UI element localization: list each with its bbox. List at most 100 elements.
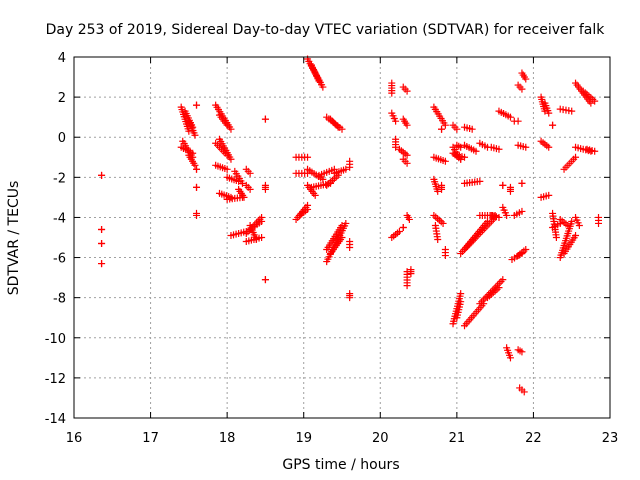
data-point bbox=[495, 284, 503, 292]
data-point bbox=[495, 145, 503, 153]
data-point bbox=[261, 185, 269, 193]
x-axis-label: GPS time / hours bbox=[282, 457, 399, 473]
data-point bbox=[457, 290, 465, 298]
y-tick-label: 4 bbox=[58, 51, 66, 66]
data-point bbox=[304, 205, 312, 213]
data-point bbox=[520, 388, 528, 396]
data-point bbox=[472, 147, 480, 155]
data-point bbox=[346, 244, 354, 252]
grid-lines bbox=[74, 57, 610, 418]
data-point bbox=[395, 227, 403, 235]
data-point bbox=[227, 155, 235, 163]
data-point bbox=[261, 115, 269, 123]
data-point bbox=[223, 121, 231, 129]
data-point bbox=[405, 215, 413, 223]
data-point bbox=[403, 87, 411, 95]
x-tick-label: 23 bbox=[602, 431, 619, 446]
x-tick-label: 22 bbox=[525, 431, 542, 446]
data-point bbox=[438, 185, 446, 193]
data-point bbox=[572, 153, 580, 161]
data-point bbox=[432, 213, 440, 221]
data-point bbox=[319, 83, 327, 91]
data-point bbox=[434, 236, 442, 244]
data-point bbox=[246, 185, 254, 193]
x-tick-label: 16 bbox=[66, 431, 83, 446]
data-point bbox=[338, 125, 346, 133]
data-point bbox=[191, 131, 199, 139]
data-point bbox=[338, 234, 346, 241]
data-point bbox=[258, 234, 266, 241]
data-point bbox=[441, 157, 449, 165]
x-tick-label: 17 bbox=[142, 431, 159, 446]
y-tick-label: -2 bbox=[53, 171, 66, 186]
data-point bbox=[434, 215, 442, 223]
data-point bbox=[403, 121, 411, 129]
data-point bbox=[441, 252, 449, 260]
data-point bbox=[223, 165, 231, 173]
y-tick-label: -8 bbox=[53, 292, 66, 307]
data-point bbox=[595, 219, 603, 227]
data-point bbox=[98, 260, 106, 268]
data-points bbox=[98, 55, 603, 396]
data-point bbox=[334, 123, 342, 131]
data-point bbox=[252, 236, 260, 244]
data-point bbox=[185, 127, 193, 135]
data-point bbox=[438, 125, 446, 133]
data-point bbox=[227, 125, 235, 133]
y-tick-label: -12 bbox=[45, 372, 66, 387]
data-point bbox=[503, 211, 511, 219]
y-tick-label: -10 bbox=[45, 332, 66, 347]
data-point bbox=[495, 213, 503, 221]
chart-title: Day 253 of 2019, Sidereal Day-to-day VTE… bbox=[46, 22, 606, 38]
data-point bbox=[227, 193, 235, 201]
data-point bbox=[522, 143, 530, 151]
data-point bbox=[545, 143, 553, 151]
y-axis-label: SDTVAR / TECUs bbox=[6, 181, 22, 296]
data-point bbox=[435, 216, 443, 224]
data-point bbox=[545, 191, 553, 199]
data-point bbox=[304, 153, 312, 161]
data-point bbox=[403, 151, 411, 159]
data-point bbox=[549, 121, 557, 129]
data-point bbox=[568, 107, 576, 115]
data-point bbox=[311, 191, 319, 199]
data-point bbox=[193, 101, 201, 109]
data-point bbox=[441, 121, 449, 129]
data-point bbox=[568, 217, 576, 225]
data-point bbox=[439, 219, 447, 227]
data-point bbox=[506, 354, 514, 362]
y-tick-label: 0 bbox=[58, 131, 66, 146]
data-point bbox=[514, 117, 522, 125]
data-point bbox=[518, 179, 526, 187]
data-point bbox=[246, 169, 254, 177]
data-point bbox=[437, 218, 445, 226]
data-point bbox=[545, 109, 553, 117]
data-point bbox=[346, 294, 354, 302]
data-point bbox=[346, 163, 354, 171]
data-point bbox=[191, 161, 199, 169]
y-tick-label: 2 bbox=[58, 91, 66, 106]
data-point bbox=[98, 225, 106, 233]
y-tick-label: -14 bbox=[45, 412, 66, 427]
data-point bbox=[522, 75, 530, 83]
data-point bbox=[522, 246, 530, 254]
data-point bbox=[388, 89, 396, 97]
data-point bbox=[457, 298, 465, 306]
x-tick-label: 21 bbox=[449, 431, 466, 446]
data-point bbox=[518, 348, 526, 356]
data-point bbox=[476, 177, 484, 185]
data-point bbox=[403, 282, 411, 290]
data-point bbox=[506, 113, 514, 121]
data-point bbox=[499, 181, 507, 189]
data-point bbox=[407, 270, 415, 278]
x-tick-label: 20 bbox=[372, 431, 389, 446]
data-point bbox=[315, 77, 323, 85]
plot-frame bbox=[73, 56, 611, 419]
data-point bbox=[518, 85, 526, 93]
data-point bbox=[591, 147, 599, 155]
data-point bbox=[193, 183, 201, 191]
x-tick-label: 18 bbox=[219, 431, 236, 446]
y-tick-labels: 4 2 0 -2 -4 -6 -8 -10 -12 -14 bbox=[45, 51, 66, 427]
data-point bbox=[457, 155, 465, 163]
data-point bbox=[575, 221, 583, 229]
